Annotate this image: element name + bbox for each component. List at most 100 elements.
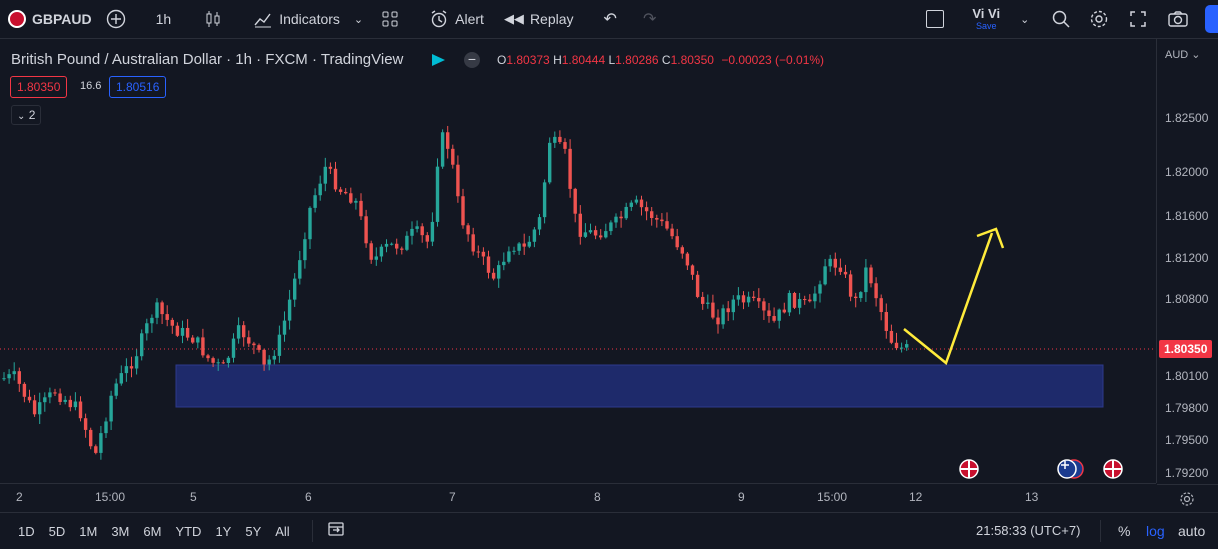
candle-body: [767, 310, 771, 317]
aud-event-icon[interactable]: [1057, 459, 1084, 479]
log-toggle[interactable]: log: [1146, 523, 1165, 539]
clock[interactable]: 21:58:33 (UTC+7): [976, 523, 1081, 538]
range-6m[interactable]: 6M: [143, 523, 162, 539]
layouts-button[interactable]: [373, 0, 407, 38]
interval-button[interactable]: 1h: [148, 0, 180, 38]
candles-icon: [206, 11, 220, 27]
candle-body: [843, 271, 848, 275]
compare-button[interactable]: [106, 0, 126, 38]
chart-type-button[interactable]: [195, 0, 231, 38]
range-3m[interactable]: 3M: [111, 523, 130, 539]
square-icon: [926, 10, 945, 28]
candle-body: [165, 314, 169, 320]
range-all[interactable]: All: [275, 523, 290, 539]
indicators-toggle[interactable]: ⌄ 2: [11, 105, 42, 125]
axis-settings-button[interactable]: [1157, 484, 1218, 512]
candle-body: [63, 399, 67, 402]
candle-body: [405, 235, 409, 250]
alert-button[interactable]: Alert: [423, 0, 490, 38]
candle-body: [119, 373, 123, 384]
candle-body: [680, 247, 684, 254]
settings-button[interactable]: [1083, 0, 1115, 38]
indicators-button[interactable]: Indicators ⌄: [247, 0, 369, 38]
range-1d[interactable]: 1D: [18, 523, 35, 539]
gbp-event-icon[interactable]: [1103, 459, 1123, 479]
divider: [1100, 520, 1101, 542]
symbol-label: GBPAUD: [32, 11, 92, 27]
fullscreen-icon: [1130, 11, 1147, 27]
candle-body: [874, 283, 878, 299]
price-axis[interactable]: AUD ⌄ 1.82500 1.82000 1.81600 1.81200 1.…: [1156, 39, 1218, 483]
candle-body: [639, 199, 644, 208]
sell-price-box[interactable]: 1.80350: [10, 76, 68, 98]
add-icon: [106, 9, 125, 29]
candle-body: [772, 316, 776, 321]
candle-body: [17, 371, 21, 384]
candle-body: [425, 235, 429, 242]
time-axis[interactable]: 2 15:00 5 6 7 8 9 15:00 12 13: [0, 483, 1156, 512]
candle-body: [456, 164, 460, 197]
layout-name-button[interactable]: Vi Vi Save: [972, 0, 1000, 38]
currency-label[interactable]: AUD ⌄: [1165, 49, 1201, 61]
candle-body: [542, 182, 547, 218]
price-tick: 1.82500: [1165, 111, 1209, 125]
range-ytd[interactable]: YTD: [175, 523, 202, 539]
candle-body: [532, 229, 537, 242]
minus-circle-icon[interactable]: −: [464, 52, 480, 68]
search-icon: [1053, 10, 1070, 28]
candle-body: [644, 207, 649, 212]
candle-body: [160, 302, 164, 315]
candle-body: [236, 325, 241, 339]
time-tick: 9: [738, 490, 745, 504]
candle-body: [420, 226, 424, 236]
candlestick-chart[interactable]: [0, 39, 1156, 483]
chevron-down-icon: ⌄: [17, 111, 26, 122]
symbol-search[interactable]: GBPAUD: [0, 0, 92, 38]
percent-toggle[interactable]: %: [1118, 523, 1131, 539]
candle-body: [899, 347, 904, 349]
candle-body: [231, 338, 236, 358]
candle-body: [481, 251, 486, 257]
range-1y[interactable]: 1Y: [215, 523, 232, 539]
indicators-icon: [254, 13, 272, 28]
publish-button[interactable]: Pu: [1205, 0, 1218, 38]
price-tick: 1.80800: [1165, 292, 1209, 306]
demand-zone[interactable]: [175, 364, 1104, 408]
candle-body: [369, 243, 373, 260]
candle-body: [782, 309, 786, 313]
candle-body: [48, 392, 52, 398]
fullscreen-button[interactable]: [1123, 0, 1153, 38]
candle-body: [38, 402, 42, 415]
candle-body: [226, 357, 231, 363]
undo-button[interactable]: ↶: [596, 0, 625, 38]
candle-body: [787, 292, 792, 313]
chart-pane[interactable]: British Pound / Australian Dollar · 1h ·…: [0, 39, 1156, 483]
range-5y[interactable]: 5Y: [245, 523, 262, 539]
snapshot-button[interactable]: [1161, 0, 1195, 38]
gear-icon: [1091, 10, 1108, 28]
gbp-event-icon[interactable]: [959, 459, 979, 479]
candle-body: [318, 183, 322, 196]
replay-button[interactable]: ◀◀ Replay: [498, 0, 580, 38]
calendar-range-icon: [328, 521, 344, 536]
candle-body: [68, 399, 72, 408]
candle-body: [792, 292, 797, 308]
search-button[interactable]: [1045, 0, 1077, 38]
candle-body: [833, 258, 837, 268]
auto-toggle[interactable]: auto: [1178, 523, 1206, 539]
layout-menu-chevron[interactable]: ⌄: [1020, 0, 1029, 38]
date-range-button[interactable]: [327, 520, 345, 543]
range-5d[interactable]: 5D: [48, 523, 66, 539]
chevron-down-icon[interactable]: ⌄: [353, 13, 364, 26]
redo-button[interactable]: ↷: [635, 0, 664, 38]
publish-label: Pu: [1205, 5, 1218, 33]
fullscreen-layout-button[interactable]: [926, 0, 945, 38]
time-tick: 12: [909, 490, 923, 504]
candle-body: [282, 320, 287, 335]
projection-arrow[interactable]: [903, 232, 994, 366]
candle-body: [134, 356, 139, 369]
buy-price-box[interactable]: 1.80516: [109, 76, 167, 98]
candle-body: [338, 189, 343, 192]
candle-body: [180, 327, 185, 336]
range-1m[interactable]: 1M: [79, 523, 98, 539]
